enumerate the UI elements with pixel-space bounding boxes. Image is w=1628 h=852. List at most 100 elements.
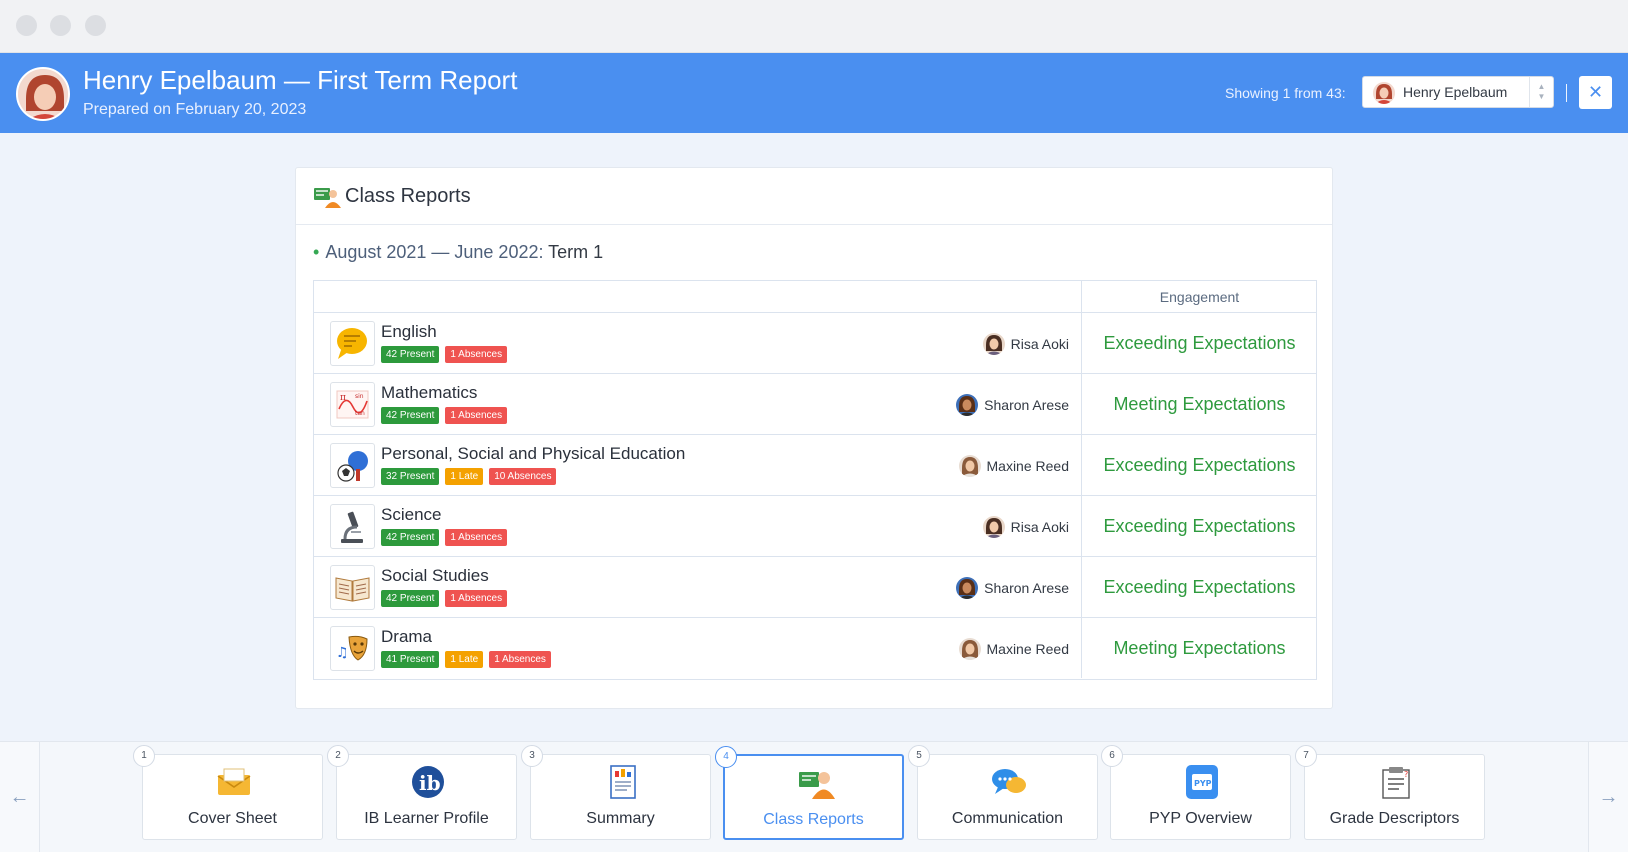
present-badge: 42 Present bbox=[381, 529, 440, 546]
subject-name: English bbox=[381, 322, 437, 341]
close-button[interactable]: ✕ bbox=[1579, 76, 1612, 109]
engagement-value: Exceeding Expectations bbox=[1081, 313, 1317, 373]
absences-badge: 1 Absences bbox=[445, 529, 508, 546]
teacher: Maxine Reed bbox=[958, 455, 1070, 477]
nav-tile-communication[interactable]: 5 Communication bbox=[908, 745, 1098, 840]
late-badge: 1 Late bbox=[445, 468, 484, 485]
teacher: Sharon Arese bbox=[956, 394, 1069, 416]
teacher-avatar bbox=[956, 394, 979, 416]
arrow-left-icon: ← bbox=[9, 786, 30, 808]
descriptor-doc-icon: ? bbox=[1382, 767, 1410, 799]
table-row[interactable]: Science 42 Present 1 Absences Risa Aoki E… bbox=[314, 496, 1316, 557]
window-close-dot[interactable] bbox=[16, 15, 37, 36]
arrow-right-icon: → bbox=[1598, 786, 1619, 808]
class-reports-icon bbox=[799, 772, 835, 799]
table-row[interactable]: π sin tan Mathematics 42 Present 1 Absenc… bbox=[314, 374, 1316, 435]
subject-name: Personal, Social and Physical Education bbox=[381, 444, 686, 463]
svg-text:?: ? bbox=[1404, 770, 1408, 779]
teacher-avatar bbox=[956, 577, 979, 599]
select-updown-icon[interactable]: ▲ ▼ bbox=[1529, 77, 1553, 107]
nav-tile-pyp-overview[interactable]: 6 PYP PYP Overview bbox=[1101, 745, 1291, 840]
window-minimize-dot[interactable] bbox=[50, 15, 71, 36]
engagement-value: Meeting Expectations bbox=[1081, 618, 1317, 678]
window-maximize-dot[interactable] bbox=[85, 15, 106, 36]
teacher-name: Risa Aoki bbox=[1010, 336, 1069, 352]
engagement-column-header: Engagement bbox=[1081, 281, 1317, 313]
open-book-icon bbox=[330, 565, 375, 610]
tile-number: 3 bbox=[521, 745, 543, 767]
drama-masks-icon: ♫ bbox=[330, 626, 375, 671]
subject-name: Mathematics bbox=[381, 383, 478, 402]
late-badge: 1 Late bbox=[445, 651, 484, 668]
tile-label: Communication bbox=[951, 810, 1064, 827]
selected-student-name: Henry Epelbaum bbox=[1403, 84, 1508, 100]
tile-label: Cover Sheet bbox=[188, 810, 277, 827]
teacher-name: Maxine Reed bbox=[986, 458, 1070, 474]
absences-badge: 1 Absences bbox=[445, 590, 508, 607]
window-titlebar bbox=[0, 0, 1628, 53]
tile-label: IB Learner Profile bbox=[364, 810, 489, 827]
header-divider bbox=[1566, 84, 1567, 102]
tile-number: 2 bbox=[327, 745, 349, 767]
engagement-value: Exceeding Expectations bbox=[1081, 496, 1317, 556]
table-row[interactable]: ♫ Drama 41 Present 1 Late 1 Absences Maxin… bbox=[314, 618, 1316, 679]
teacher: Risa Aoki bbox=[982, 333, 1069, 355]
student-select[interactable]: Henry Epelbaum ▲ ▼ bbox=[1362, 76, 1554, 108]
class-reports-card: Class Reports • August 2021 — June 2022: … bbox=[295, 167, 1333, 709]
class-reports-icon bbox=[314, 188, 341, 208]
nav-tile-class-reports[interactable]: 4 Class Reports bbox=[715, 746, 904, 840]
tile-label: Class Reports bbox=[763, 811, 864, 828]
absences-badge: 10 Absences bbox=[489, 468, 557, 485]
present-badge: 42 Present bbox=[381, 346, 440, 363]
svg-text:♫: ♫ bbox=[336, 645, 349, 661]
teacher-avatar bbox=[982, 516, 1005, 538]
prev-section-button[interactable]: ← bbox=[0, 742, 40, 852]
nav-tile-summary[interactable]: 3 Summary bbox=[521, 745, 711, 840]
nav-tile-ib-learner-profile[interactable]: 2 ib IB Learner Profile bbox=[327, 745, 517, 840]
subject-name: Science bbox=[381, 505, 442, 524]
tile-number: 7 bbox=[1295, 745, 1317, 767]
present-badge: 42 Present bbox=[381, 590, 440, 607]
svg-text:π: π bbox=[340, 393, 346, 403]
page-title: Henry Epelbaum — First Term Report bbox=[83, 65, 518, 95]
teacher-avatar bbox=[958, 638, 981, 660]
teacher: Sharon Arese bbox=[956, 577, 1069, 599]
term-bullet: • bbox=[313, 242, 320, 262]
absences-badge: 1 Absences bbox=[445, 346, 508, 363]
showing-count: Showing 1 from 43: bbox=[1225, 85, 1346, 101]
table-row[interactable]: English 42 Present 1 Absences Risa Aoki E… bbox=[314, 313, 1316, 374]
term-range: August 2021 — June 2022: bbox=[325, 242, 544, 262]
card-title: Class Reports bbox=[345, 185, 471, 207]
present-badge: 41 Present bbox=[381, 651, 440, 668]
student-avatar bbox=[16, 67, 70, 121]
next-section-button[interactable]: → bbox=[1588, 742, 1628, 852]
engagement-value: Meeting Expectations bbox=[1081, 374, 1317, 434]
engagement-value: Exceeding Expectations bbox=[1081, 557, 1317, 617]
speech-bubble-icon bbox=[330, 321, 375, 366]
teacher-name: Risa Aoki bbox=[1010, 519, 1069, 535]
teacher-avatar bbox=[982, 333, 1005, 355]
report-header: Henry Epelbaum — First Term Report Prepa… bbox=[0, 53, 1628, 133]
table-row[interactable]: Personal, Social and Physical Education … bbox=[314, 435, 1316, 496]
nav-tile-grade-descriptors[interactable]: 7 ? Grade Descriptors bbox=[1295, 745, 1485, 840]
tile-number: 5 bbox=[908, 745, 930, 767]
nav-tile-cover-sheet[interactable]: 1 Cover Sheet bbox=[133, 745, 323, 840]
subject-name: Drama bbox=[381, 627, 433, 646]
teacher: Risa Aoki bbox=[982, 516, 1069, 538]
engagement-value: Exceeding Expectations bbox=[1081, 435, 1317, 495]
teacher-name: Maxine Reed bbox=[986, 641, 1070, 657]
attendance-badges: 42 Present 1 Absences bbox=[381, 590, 513, 607]
svg-text:tan: tan bbox=[355, 410, 365, 417]
attendance-badges: 41 Present 1 Late 1 Absences bbox=[381, 651, 557, 668]
svg-text:sin: sin bbox=[355, 393, 364, 400]
absences-badge: 1 Absences bbox=[445, 407, 508, 424]
attendance-badges: 42 Present 1 Absences bbox=[381, 346, 513, 363]
term-heading: • August 2021 — June 2022: Term 1 bbox=[313, 242, 603, 263]
tile-label: Summary bbox=[586, 810, 655, 827]
sports-ball-icon bbox=[330, 443, 375, 488]
teacher: Maxine Reed bbox=[958, 638, 1070, 660]
table-row[interactable]: Social Studies 42 Present 1 Absences Shar… bbox=[314, 557, 1316, 618]
svg-text:ib: ib bbox=[419, 771, 441, 795]
attendance-badges: 42 Present 1 Absences bbox=[381, 529, 513, 546]
absences-badge: 1 Absences bbox=[489, 651, 551, 668]
